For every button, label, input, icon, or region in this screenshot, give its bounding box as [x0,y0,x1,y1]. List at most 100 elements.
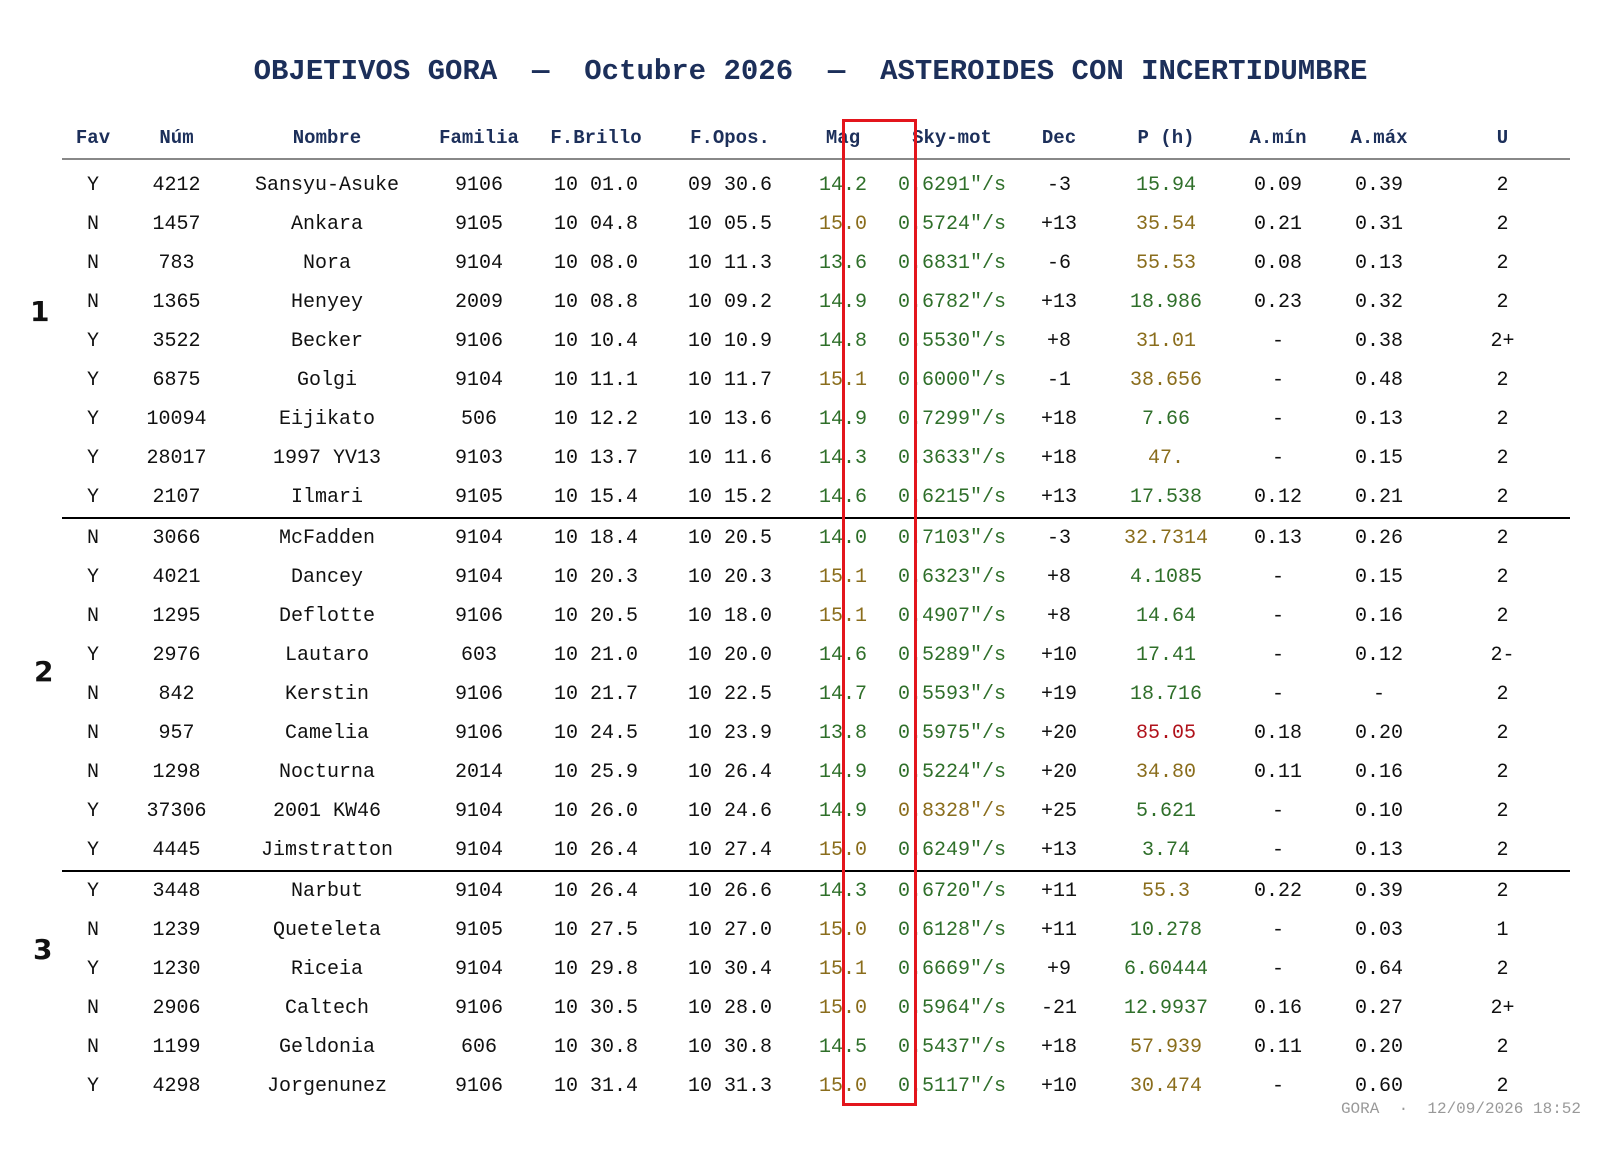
amin-cell: - [1271,605,1284,628]
familia-cell: 2009 [454,291,503,314]
familia-cell: 9106 [454,1075,503,1098]
period-cell: 7.66 [1141,408,1190,431]
fav-cell: Y [86,174,99,197]
table-row: N 1199 Geldonia 606 10 30.8 10 30.8 14.5 0.5437… [62,1028,1570,1067]
fopos-cell: 10 11.7 [687,369,772,392]
amin-cell: 0.16 [1253,997,1302,1020]
dec-cell: +13 [1040,291,1077,314]
table-row: Y 4021 Dancey 9104 10 20.3 10 20.3 15.1 0.6323"… [62,558,1570,597]
period-cell: 10.278 [1129,919,1202,942]
skymot-cell: 0.6000"/s [897,369,1007,392]
familia-cell: 9106 [454,174,503,197]
table-row: N 957 Camelia 9106 10 24.5 10 23.9 13.8 0.5975"… [62,714,1570,753]
amin-cell: 0.21 [1253,213,1302,236]
dec-cell: +13 [1040,486,1077,509]
skymot-cell: 0.6323"/s [897,566,1007,589]
amin-cell: 0.23 [1253,291,1302,314]
fopos-cell: 10 28.0 [687,997,772,1020]
num-cell: 2906 [152,997,201,1020]
dec-cell: +13 [1040,213,1077,236]
fopos-cell: 10 09.2 [687,291,772,314]
mag-cell: 14.7 [818,683,867,706]
skymot-cell: 0.6831"/s [897,252,1007,275]
amin-cell: - [1271,683,1284,706]
period-cell: 5.621 [1135,800,1196,823]
nombre-cell: 2001 KW46 [272,800,382,823]
amax-cell: 0.03 [1354,919,1403,942]
fav-cell: Y [86,330,99,353]
fbrillo-cell: 10 20.3 [553,566,638,589]
fav-cell: Y [86,958,99,981]
u-cell: 2 [1496,605,1509,628]
fav-cell: N [86,291,99,314]
num-cell: 2107 [152,486,201,509]
asteroid-table: Fav Núm Nombre Familia F.Brillo F.Opos. … [62,118,1570,1106]
familia-cell: 2014 [454,761,503,784]
fav-cell: N [86,252,99,275]
u-cell: 2 [1496,958,1509,981]
table-row: Y 2107 Ilmari 9105 10 15.4 10 15.2 14.6 0.6215"… [62,478,1570,518]
table-row: Y 3522 Becker 9106 10 10.4 10 10.9 14.8 0.5530"… [62,322,1570,361]
amin-cell: - [1271,369,1284,392]
nombre-cell: Nocturna [278,761,375,784]
u-cell: 2 [1496,369,1509,392]
nombre-cell: Dancey [290,566,363,589]
u-cell: 2 [1496,1036,1509,1059]
familia-cell: 9103 [454,447,503,470]
familia-cell: 9106 [454,605,503,628]
num-cell: 1298 [152,761,201,784]
familia-cell: 9106 [454,722,503,745]
fav-cell: Y [86,800,99,823]
period-cell: 35.54 [1135,213,1196,236]
col-header-familia: Familia [425,118,533,160]
num-cell: 3448 [124,870,229,911]
table-row: Y 4445 Jimstratton 9104 10 26.4 10 27.4 15.0 0.… [62,831,1570,871]
familia-cell: 9104 [454,252,503,275]
num-cell: 1457 [152,213,201,236]
familia-cell: 9104 [454,958,503,981]
fbrillo-cell: 10 29.8 [553,958,638,981]
table-row: N 3066 McFadden 9104 10 18.4 10 20.5 14.0 0.710… [62,517,1570,558]
amin-cell: 0.13 [1233,517,1323,558]
familia-cell: 506 [460,408,497,431]
fbrillo-cell: 10 26.0 [553,800,638,823]
dec-cell: +8 [1046,330,1071,353]
nombre-cell: Kerstin [284,683,369,706]
mag-cell: 15.1 [818,605,867,628]
col-header-fav: Fav [62,118,124,160]
amax-cell: - [1372,683,1385,706]
nombre-cell: Sansyu-Asuke [254,174,400,197]
fbrillo-cell: 10 13.7 [553,447,638,470]
amin-cell: 0.09 [1253,174,1302,197]
fopos-cell: 10 30.4 [687,958,772,981]
skymot-cell: 0.6782"/s [897,291,1007,314]
mag-cell: 14.0 [801,517,885,558]
amax-cell: 0.20 [1354,722,1403,745]
period-cell: 55.3 [1099,870,1233,911]
dec-cell: -1 [1046,369,1071,392]
u-cell: 2 [1496,1075,1509,1098]
mag-cell: 15.0 [818,213,867,236]
u-cell: 2+ [1490,997,1515,1020]
amax-cell: 0.16 [1354,605,1403,628]
skymot-cell: 0.6128"/s [897,919,1007,942]
fbrillo-cell: 10 24.5 [553,722,638,745]
period-cell: 31.01 [1135,330,1196,353]
amin-cell: - [1271,566,1284,589]
familia-cell: 606 [460,1036,497,1059]
table-body: Y 4212 Sansyu-Asuke 9106 10 01.0 09 30.6 14.2 0… [62,159,1570,1106]
dec-cell: +9 [1046,958,1071,981]
skymot-cell: 0.8328"/s [897,800,1007,823]
num-cell: 957 [158,722,195,745]
amin-cell: - [1271,408,1284,431]
period-cell: 18.716 [1129,683,1202,706]
skymot-cell: 0.6669"/s [897,958,1007,981]
amax-cell: 0.10 [1354,800,1403,823]
familia-cell: 603 [460,644,497,667]
amax-cell: 0.20 [1354,1036,1403,1059]
fav-cell: N [62,517,124,558]
mag-cell: 14.9 [818,800,867,823]
num-cell: 4298 [152,1075,201,1098]
skymot-cell: 0.5224"/s [897,761,1007,784]
dec-cell: +13 [1040,839,1077,862]
